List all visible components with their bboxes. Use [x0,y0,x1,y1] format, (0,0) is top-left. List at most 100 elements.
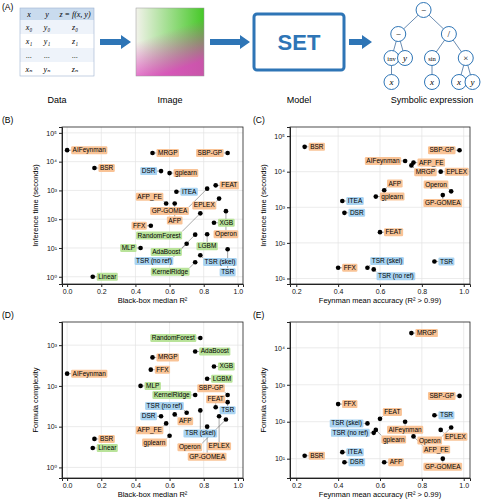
label-text: AFP [388,180,401,187]
label-text: gplearn [144,439,166,447]
arrow [210,35,250,49]
label-text: FFX [133,222,146,229]
label-text: Linear [98,444,117,451]
point [172,412,177,417]
tick: 0.8 [199,284,209,295]
label-text: EPLEX [445,433,467,440]
point [65,371,70,376]
point [159,169,164,174]
grid-line [62,161,243,162]
label-box [443,433,467,441]
label-box [330,419,364,427]
tick: 0.4 [334,284,344,295]
label-box [383,408,402,416]
point-label: AFP [387,180,403,188]
point-label: SBP-GP [196,149,224,157]
label-box [438,258,454,266]
label-box [348,209,365,217]
label-box [150,334,196,342]
label-text: BSR [310,143,324,150]
grid-line [290,136,470,137]
label-box [197,384,225,392]
tick-mark [59,345,62,346]
label-box [132,222,147,230]
tick-mark [238,284,239,287]
point-label: SBP-GP [197,384,225,392]
image-overlay [136,8,204,76]
tick-mark [204,284,205,287]
label-text: FEAT [384,408,400,415]
label-box [145,382,161,390]
tick-label: 0.6 [165,288,175,295]
point-label: XGB [218,219,235,227]
y-axis: 10⁰10¹10²10³10⁴10⁵ [46,128,62,285]
point-label: AFP_FE [136,426,164,434]
tick: 10³ [275,382,290,389]
label-box [365,157,401,165]
x-axis-title: Feynman mean accuracy (R² > 0.99) [319,490,442,499]
point [164,201,169,206]
label-text: AFP_FE [424,446,449,454]
point [193,393,198,398]
point [449,425,454,430]
point-label: ITEA [180,188,197,196]
point [438,169,443,174]
tick: 10³ [275,204,290,211]
tick-mark [287,278,290,279]
tick-mark [287,172,290,173]
tree-label: / [448,29,451,39]
tick: 1.0 [459,478,469,489]
caption: Symbolic expression [391,95,474,105]
tick-mark [238,478,239,481]
point-label: FEAT [220,181,239,189]
page: (A)x₀y₀z₀x₁y₁z₁.........xₙyₙzₙxyz = f(x,… [0,0,495,500]
tree-node [384,51,399,66]
tick-label: 0.8 [199,482,209,489]
grid-line [421,127,422,284]
label-text: ITEA [182,188,197,195]
label-text: AFP [168,217,181,224]
table-cell: y₁ [43,37,51,46]
point [457,394,462,399]
point [438,428,443,433]
label-box [220,181,239,189]
point [213,183,218,188]
grid-line [296,127,297,284]
leader-line [200,410,201,429]
point [403,419,408,424]
point-label: EPLEX [445,168,469,176]
label-box [423,463,462,471]
table-header: z = f(x, y) [58,10,91,19]
tick-mark [338,284,339,287]
point-label: BSR [98,164,114,172]
point [164,421,169,426]
tick: 10⁵ [274,133,290,140]
tick-label: 0.8 [417,288,427,295]
point-label: LGBM [211,375,232,383]
label-box [387,180,403,188]
point [159,414,164,419]
x-axis-title: Feynman mean accuracy (R² > 0.99) [319,296,442,305]
tick-mark [59,219,62,220]
point-label: TSR (no ref) [135,257,174,265]
label-text: TSR (skel) [331,419,362,427]
marks [65,336,230,451]
label-box [155,366,170,374]
point-labels: AIFeynmanBSRMRGPSBP-GPDSRgplearnGP-GOMEA… [71,146,239,281]
point-label: TSR [438,258,454,266]
leaders [305,333,460,463]
point [167,171,172,176]
label-text: FFX [344,264,357,271]
tree-node [465,75,480,90]
point-label: Operon [424,181,449,189]
point-label: DSR [140,412,157,420]
grid-line [237,127,238,284]
label-text: Operon [179,443,201,451]
tick: 10⁴ [274,168,290,175]
label-text: EPLEX [446,168,468,175]
table-cell: z₁ [71,37,78,46]
panel-label: (D) [2,310,14,320]
caption: Model [287,95,312,105]
label-text: KernelRidge [152,268,188,276]
tick-mark [170,478,171,481]
